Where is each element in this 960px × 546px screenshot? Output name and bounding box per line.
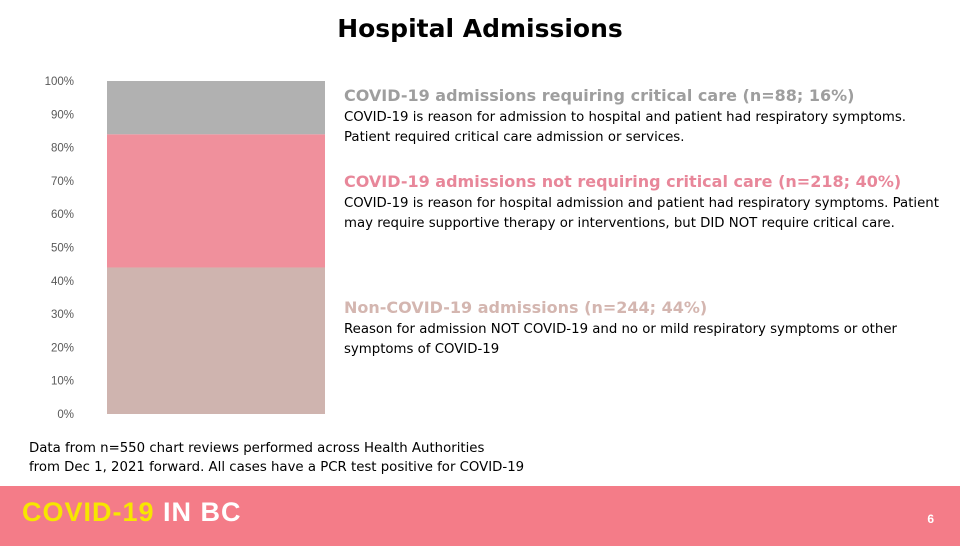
y-axis-ticks: 0% 10% 20% 30% 40% 50% 60% 70% 80% 90% 100% (45, 76, 74, 421)
footnote-line-1: Data from n=550 chart reviews performed … (29, 441, 485, 456)
legend-description-critical-care: COVID-19 is reason for admission to hosp… (344, 110, 906, 145)
y-tick-label: 80% (51, 143, 74, 155)
y-tick-label: 70% (51, 176, 74, 188)
bar-segments (107, 81, 325, 414)
y-tick-label: 60% (51, 209, 74, 221)
legend-description-non-critical-care: COVID-19 is reason for hospital admissio… (344, 196, 939, 231)
legend-item-critical-care: COVID-19 admissions requiring critical c… (344, 86, 954, 148)
y-tick-label: 90% (51, 109, 74, 121)
footnote-date-range: from Dec 1, 2021 forward. (29, 460, 205, 475)
covid-in-bc-logo: COVID-19 IN BC (22, 497, 242, 528)
y-tick-label: 0% (57, 409, 74, 421)
y-tick-label: 30% (51, 309, 74, 321)
brand-covid19: COVID-19 (22, 497, 155, 527)
y-tick-label: 50% (51, 243, 74, 255)
legend-description-non-covid: Reason for admission NOT COVID-19 and no… (344, 322, 897, 357)
legend-heading-non-covid: Non-COVID-19 admissions (n=244; 44%) (344, 298, 708, 317)
bar-segment-critical-care (107, 81, 325, 135)
brand-in-bc: IN BC (154, 497, 242, 527)
y-tick-label: 10% (51, 376, 74, 388)
legend-heading-non-critical-care: COVID-19 admissions not requiring critic… (344, 172, 902, 191)
slide-title: Hospital Admissions (337, 14, 623, 43)
y-tick-label: 20% (51, 342, 74, 354)
legend-item-non-covid: Non-COVID-19 admissions (n=244; 44%) Rea… (344, 298, 954, 360)
footnote: Data from n=550 chart reviews performed … (29, 439, 524, 477)
bar-segment-non-critical-care (107, 134, 325, 268)
footnote-pcr-note: All cases have a PCR test positive for C… (204, 460, 525, 475)
footnote-line-2: from Dec 1, 2021 forward. All cases have… (29, 458, 524, 477)
page-number: 6 (927, 512, 934, 526)
bar-segment-non-covid (107, 267, 325, 414)
y-tick-label: 40% (51, 276, 74, 288)
stacked-bar-chart: 0% 10% 20% 30% 40% 50% 60% 70% 80% 90% 100% (45, 76, 325, 421)
y-tick-label: 100% (45, 76, 74, 88)
legend-item-non-critical-care: COVID-19 admissions not requiring critic… (344, 172, 954, 234)
legend-heading-critical-care: COVID-19 admissions requiring critical c… (344, 86, 855, 105)
footer-bar (0, 486, 960, 546)
